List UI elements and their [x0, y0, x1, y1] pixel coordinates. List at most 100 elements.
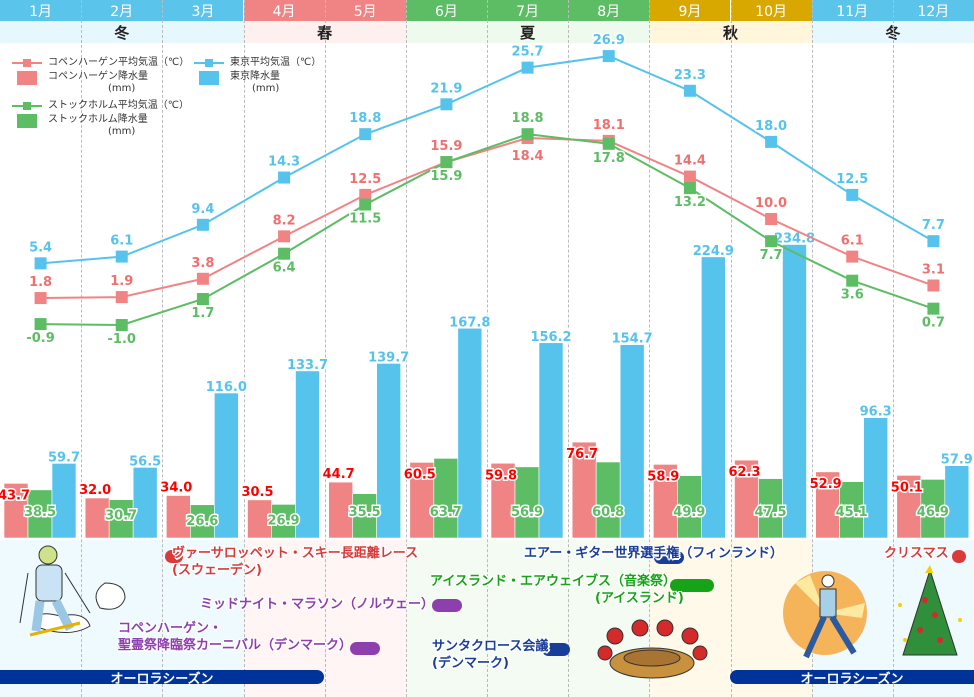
temperature-point [34, 292, 47, 305]
season-cell: 冬 [0, 21, 244, 43]
precip-bar [734, 459, 759, 539]
precip-label: 26.6 [186, 514, 218, 529]
precip-bar [863, 417, 888, 539]
precip-label: 60.5 [404, 467, 436, 482]
temperature-point [846, 274, 859, 287]
temperature-point [765, 135, 778, 148]
precip-label: 32.0 [79, 483, 111, 498]
temperature-point [196, 272, 209, 285]
temperature-point [115, 250, 128, 263]
temperature-label: 7.7 [760, 248, 783, 263]
precip-bar [108, 499, 134, 539]
aurora-label: オーロラシーズン [110, 671, 214, 687]
legend-unit: (mm) [252, 83, 280, 94]
month-divider [893, 0, 894, 697]
temperature-line [40, 55, 934, 265]
precip-label: 56.5 [129, 454, 161, 469]
precip-label: 234.8 [774, 232, 815, 247]
precip-label: 30.7 [105, 509, 137, 524]
temperature-label: 8.2 [273, 213, 296, 228]
month-divider [162, 0, 163, 697]
month-divider [568, 0, 569, 697]
temperature-label: 18.0 [755, 119, 787, 134]
event-santa-congress: サンタクロース会議 (デンマーク) [432, 638, 570, 672]
temperature-label: 3.6 [841, 288, 864, 303]
precip-label: 156.2 [530, 330, 571, 345]
season-label: 冬 [114, 23, 130, 42]
temperature-label: 17.8 [593, 151, 625, 166]
temperature-label: 15.9 [430, 169, 462, 184]
temperature-label: 0.7 [922, 316, 945, 331]
precip-bar [214, 392, 239, 539]
precip-label: 96.3 [860, 405, 892, 420]
month-header: 1月 2月 3月 4月 5月 6月 7月 8月 9月 10月 11月 12月 [0, 0, 974, 21]
precip-bar [27, 489, 53, 539]
precip-label: 35.5 [349, 505, 381, 520]
precip-bar [758, 478, 783, 539]
precip-bar [920, 479, 946, 539]
month-label: 6月 [434, 3, 458, 20]
precip-bar [595, 461, 621, 539]
event-marker [654, 551, 684, 564]
legend-label: ストックホルム降水量 [48, 114, 148, 125]
month-label: 2月 [110, 3, 134, 20]
precip-bar [190, 504, 215, 539]
temperature-label: 11.5 [349, 212, 381, 227]
legend-swatch-bar [17, 71, 37, 85]
precip-bar [538, 342, 564, 539]
event-title: ミッドナイト・マラソン（ノルウェー） [200, 597, 435, 612]
precip-bar [490, 462, 516, 539]
month-label: 7月 [516, 3, 540, 20]
event-marker [165, 550, 183, 563]
season-label: 秋 [722, 23, 738, 42]
month-header-cell: 6月 [405, 0, 487, 21]
event-title: アイスランド・エアウェイブス（音楽祭） [430, 574, 676, 589]
temperature-point [359, 128, 372, 141]
precip-bar [84, 497, 110, 539]
season-cell: 春 [243, 21, 406, 43]
month-label: 10月 [755, 3, 787, 20]
month-label: 11月 [836, 3, 869, 20]
event-midnight-marathon: ミッドナイト・マラソン（ノルウェー） [200, 596, 462, 613]
temperature-label: 25.7 [512, 45, 544, 60]
season-cell: 夏 [405, 21, 650, 43]
legend-swatch-line [12, 100, 42, 112]
month-header-cell: 5月 [324, 0, 406, 21]
precip-bar [457, 327, 483, 539]
event-marker [350, 642, 380, 655]
legend-unit: (mm) [108, 126, 136, 137]
season-label: 春 [317, 23, 333, 42]
temperature-line [40, 137, 934, 300]
precip-bar [295, 370, 320, 539]
event-title: サンタクロース会議 [432, 639, 549, 654]
precip-label: 46.9 [917, 505, 949, 520]
precip-label: 58.9 [647, 469, 679, 484]
aurora-label: オーロラシーズン [800, 671, 904, 687]
month-divider [81, 0, 82, 697]
month-header-cell: 9月 [649, 0, 731, 21]
temperature-label: 1.9 [110, 274, 133, 289]
santa-meeting-illustration [597, 619, 708, 679]
temperature-point [278, 171, 291, 184]
precip-bar [51, 463, 77, 539]
temperature-point [927, 302, 940, 315]
precip-label: 76.7 [566, 447, 598, 462]
temperature-point [196, 218, 209, 231]
precip-label: 49.9 [673, 505, 705, 520]
precip-bar [782, 244, 807, 539]
precip-label: 167.8 [449, 315, 490, 330]
event-title: コペンハーゲン・ [118, 621, 223, 636]
event-title: クリスマス [884, 546, 949, 561]
precip-bar [677, 475, 702, 539]
precip-label: 59.8 [485, 468, 517, 483]
month-header-cell: 1月 [0, 0, 82, 21]
precip-bar [328, 481, 353, 539]
precip-bar [271, 504, 296, 539]
legend-label: ストックホルム平均気温（℃） [48, 100, 190, 111]
month-header-cell: 4月 [243, 0, 325, 21]
event-air-guitar: エアー・ギター世界選手権（フィンランド） [524, 545, 783, 564]
event-title: ヴァーサロッペット・スキー長距離レース [172, 546, 419, 561]
skier-illustration [19, 545, 126, 637]
precip-bar [815, 471, 840, 539]
